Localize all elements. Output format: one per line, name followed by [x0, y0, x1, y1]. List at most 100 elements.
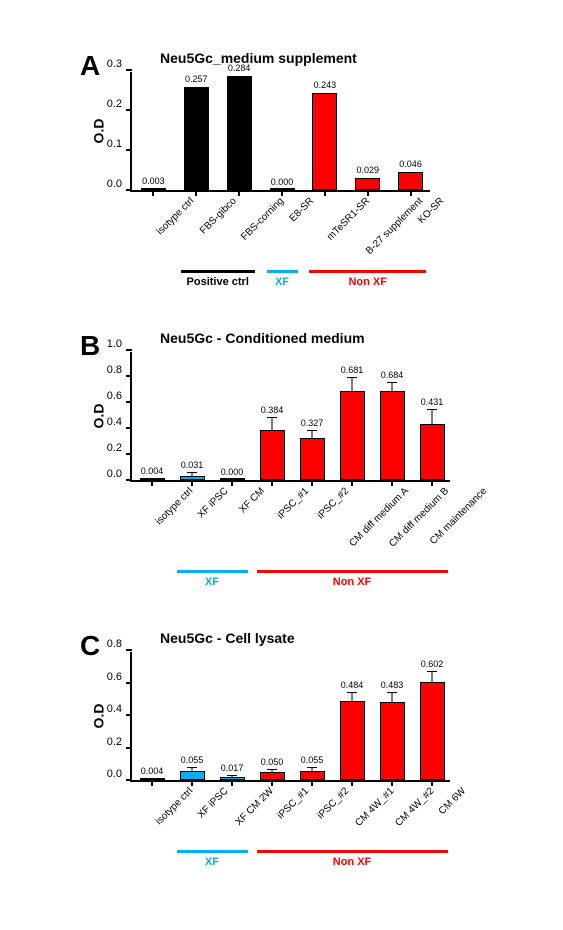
y-tick-label: 0.4	[107, 416, 132, 428]
group-underline	[267, 270, 298, 273]
bar-value-label: 0.055	[301, 755, 324, 765]
y-tick-label: 0.0	[107, 768, 132, 780]
group-label: XF	[205, 856, 219, 868]
error-bar	[432, 410, 433, 424]
x-tick	[152, 190, 154, 196]
error-cap	[427, 671, 437, 672]
bar-value-label: 0.384	[261, 405, 284, 415]
error-bar	[432, 672, 433, 682]
chart-wrap: Neu5Gc - Cell lysateO.D0.00.20.40.60.80.…	[130, 630, 553, 880]
x-tick	[431, 780, 433, 786]
plot-area: O.D0.00.20.40.60.81.00.004isotype ctrl0.…	[130, 352, 450, 482]
y-tick-label: 0.8	[107, 364, 132, 376]
y-tick-label: 0.6	[107, 671, 132, 683]
bar-value-label: 0.327	[301, 418, 324, 428]
error-bar	[392, 693, 393, 701]
bar-value-label: 0.055	[181, 755, 204, 765]
x-tick	[238, 190, 240, 196]
chart-wrap: Neu5Gc_medium supplementO.D0.00.10.20.30…	[130, 50, 553, 300]
bar	[355, 178, 380, 190]
chart-title: Neu5Gc_medium supplement	[160, 50, 553, 66]
bar	[340, 701, 365, 780]
x-tick	[410, 190, 412, 196]
x-tick	[151, 480, 153, 486]
group-underline	[181, 270, 255, 273]
error-cap	[307, 767, 317, 768]
group-label: Non XF	[348, 276, 387, 288]
y-axis-label: O.D	[90, 704, 106, 729]
y-tick-label: 0.0	[107, 468, 132, 480]
x-tick	[271, 480, 273, 486]
error-bar	[392, 383, 393, 391]
bar-value-label: 0.243	[314, 80, 337, 90]
x-tick	[151, 780, 153, 786]
bar-value-label: 0.046	[399, 159, 422, 169]
y-tick-label: 0.0	[107, 178, 132, 190]
error-bar	[352, 378, 353, 391]
bar	[380, 391, 405, 480]
chart-panel: B Neu5Gc - Conditioned medium O.D0.00.20.4…	[10, 330, 553, 600]
panel-letter: A	[80, 50, 100, 82]
group-underline	[309, 270, 426, 273]
bar-value-label: 0.004	[141, 766, 164, 776]
error-bar	[312, 431, 313, 438]
x-tick	[391, 480, 393, 486]
bar	[227, 76, 252, 190]
bar-value-label: 0.004	[141, 466, 164, 476]
bar	[300, 438, 325, 481]
x-tick	[324, 190, 326, 196]
bar	[260, 430, 285, 480]
x-tick	[311, 780, 313, 786]
bar	[420, 424, 445, 480]
panel-letter: C	[80, 630, 100, 662]
error-cap	[307, 430, 317, 431]
bar-value-label: 0.017	[221, 763, 244, 773]
error-cap	[387, 382, 397, 383]
error-bar	[272, 418, 273, 430]
bar	[300, 771, 325, 780]
x-tick	[351, 480, 353, 486]
bar-value-label: 0.050	[261, 757, 284, 767]
chart-panel: ANeu5Gc_medium supplementO.D0.00.10.20.3…	[10, 50, 553, 300]
bar-value-label: 0.000	[271, 177, 294, 187]
group-underline	[257, 850, 448, 853]
y-tick-label: 0.1	[107, 138, 132, 150]
bar	[180, 771, 205, 780]
x-tick	[231, 480, 233, 486]
group-label: Non XF	[333, 856, 372, 868]
group-label: Non XF	[333, 576, 372, 588]
group-label: Positive ctrl	[187, 276, 249, 288]
y-tick-label: 0.2	[107, 98, 132, 110]
bar-value-label: 0.431	[421, 397, 444, 407]
error-bar	[352, 693, 353, 701]
error-bar	[192, 768, 193, 771]
x-tick	[191, 480, 193, 486]
y-tick-label: 0.2	[107, 736, 132, 748]
chart-title: Neu5Gc - Conditioned medium	[160, 330, 553, 346]
group-label: XF	[205, 576, 219, 588]
bar	[340, 391, 365, 480]
y-tick-label: 0.3	[107, 58, 132, 70]
error-bar	[272, 770, 273, 772]
chart-title: Neu5Gc - Cell lysate	[160, 630, 553, 646]
bar	[184, 87, 209, 190]
group-underline	[257, 570, 448, 573]
error-cap	[267, 769, 277, 770]
bar-value-label: 0.000	[221, 467, 244, 477]
y-tick-label: 0.8	[107, 638, 132, 650]
error-cap	[427, 409, 437, 410]
x-tick	[431, 480, 433, 486]
chart-panel: C Neu5Gc - Cell lysateO.D0.00.20.40.60.80…	[10, 630, 553, 880]
x-tick	[271, 780, 273, 786]
bar	[398, 172, 423, 190]
bar-value-label: 0.483	[381, 680, 404, 690]
panel-letter: B	[80, 330, 100, 362]
bar	[380, 702, 405, 780]
bar-value-label: 0.684	[381, 370, 404, 380]
bar-value-label: 0.003	[142, 176, 165, 186]
error-cap	[187, 472, 197, 473]
y-axis-label: O.D	[90, 119, 106, 144]
bar-value-label: 0.284	[228, 63, 251, 73]
error-cap	[347, 692, 357, 693]
bar	[260, 772, 285, 780]
